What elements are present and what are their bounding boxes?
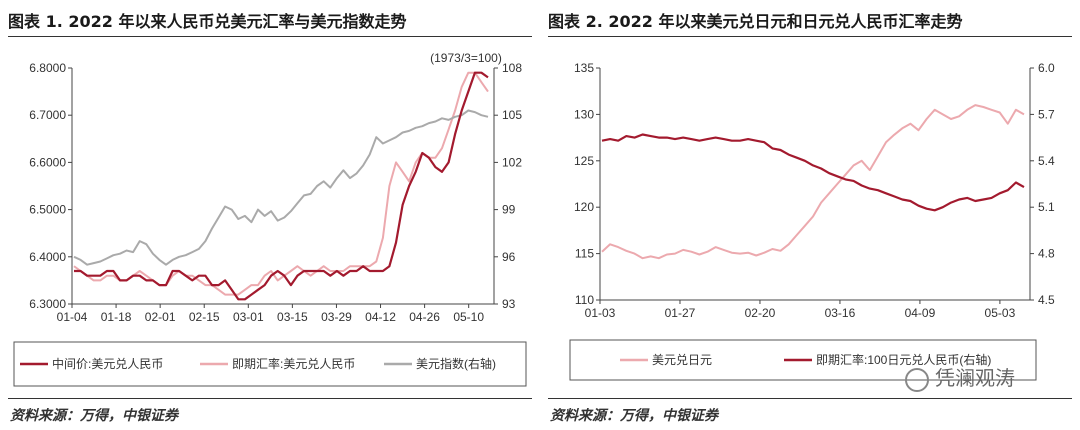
source-rule-right (548, 398, 1072, 399)
left-chart-legend-label: 中间价:美元兑人民币 (52, 356, 163, 371)
left-chart-ytick-right-label: 105 (502, 108, 522, 122)
axis-annotation: (1973/3=100) (430, 51, 502, 65)
left-chart-ytick-right-label: 99 (502, 203, 516, 217)
right-chart-legend-box (569, 339, 1037, 381)
left-chart-xtick-label: 03-15 (277, 310, 308, 324)
left-chart-ytick-left-label: 6.8000 (29, 61, 66, 75)
watermark-text: 凭澜观涛 (935, 366, 1015, 390)
right-chart-series-line-1 (601, 133, 1025, 212)
left-chart-ytick-right-label: 93 (502, 297, 516, 311)
left-chart-xtick-label: 05-10 (453, 310, 484, 324)
right-chart-ytick-left-label: 110 (575, 293, 594, 307)
right-chart-ytick-left-label: 125 (574, 154, 594, 168)
right-chart-ytick-left-label: 120 (574, 200, 594, 214)
source-rule-left (8, 398, 532, 399)
right-chart-legend-label: 即期汇率:100日元兑人民币(右轴) (816, 352, 991, 367)
right-chart-ytick-left-label: 135 (574, 61, 594, 75)
chart-panel-left: 图表 1. 2022 年以来人民币兑美元汇率与美元指数走势 (1973/3=10… (8, 12, 532, 424)
left-chart-ytick-right-label: 108 (502, 61, 522, 75)
left-chart-ytick-left-label: 6.7000 (29, 108, 66, 122)
right-chart-xtick-label: 04-09 (905, 306, 936, 320)
right-chart-ytick-right-label: 6.0 (1038, 61, 1055, 75)
right-chart-ytick-right-label: 5.7 (1038, 107, 1055, 121)
source-right: 资料来源：万得，中银证券 (550, 408, 718, 424)
right-chart-ytick-right-label: 4.5 (1038, 293, 1055, 307)
right-chart-legend-label: 美元兑日元 (652, 353, 712, 367)
right-chart-series-line-0 (601, 104, 1025, 260)
title-rule-left (8, 36, 532, 37)
chart-svg-right: 110 115 120 125 130 135 4.5 4.8 5.1 5.4 5.7 6.0 01-0… (569, 61, 1055, 381)
left-chart-xtick-label: 02-01 (145, 310, 176, 324)
right-chart-ytick-right-label: 5.4 (1038, 154, 1055, 168)
left-chart-xtick-label: 03-29 (321, 310, 352, 324)
watermark: 凭澜观涛 (905, 362, 1015, 392)
left-chart-ytick-left-label: 6.3000 (29, 297, 66, 311)
right-chart-xtick-label: 05-03 (985, 306, 1016, 320)
left-chart-xtick-label: 03-01 (233, 310, 264, 324)
left-chart-ytick-right-label: 102 (502, 155, 522, 169)
left-chart-legend-box (13, 341, 527, 387)
left-chart-ytick-left-label: 6.6000 (29, 155, 66, 169)
right-chart-xtick-label: 01-27 (665, 306, 696, 320)
right-chart-ytick-left-label: 115 (575, 247, 594, 261)
title-rule-right (548, 36, 1072, 37)
left-chart-legend-label: 即期汇率:美元兑人民币 (232, 356, 355, 371)
left-chart-series-line-0 (74, 71, 489, 301)
left-chart-series-line-2 (73, 109, 489, 266)
left-chart-xtick-label: 02-15 (189, 310, 220, 324)
left-chart-xtick-label: 04-12 (365, 310, 396, 324)
right-chart-xtick-label: 03-16 (825, 306, 856, 320)
left-chart-xtick-label: 01-04 (57, 310, 88, 324)
wechat-icon (905, 367, 929, 392)
chart-title-right: 图表 2. 2022 年以来美元兑日元和日元兑人民币汇率走势 (548, 12, 963, 31)
right-chart-ytick-left-label: 130 (574, 107, 594, 121)
left-chart-series-line-1 (73, 71, 489, 296)
left-chart-ytick-right-label: 96 (502, 250, 516, 264)
left-chart-legend-label: 美元指数(右轴) (416, 356, 496, 371)
left-chart-xtick-label: 04-26 (409, 310, 440, 324)
right-chart-ytick-right-label: 4.8 (1038, 247, 1055, 261)
left-chart-xtick-label: 01-18 (101, 310, 132, 324)
left-chart-ytick-left-label: 6.5000 (29, 203, 66, 217)
chart-panel-right: 图表 2. 2022 年以来美元兑日元和日元兑人民币汇率走势 110 115 120… (540, 0, 1080, 430)
left-chart-ytick-left-label: 6.4000 (29, 250, 66, 264)
source-left: 资料来源：万得，中银证券 (10, 408, 178, 424)
right-chart-xtick-label: 02-20 (745, 306, 776, 320)
chart-title-left: 图表 1. 2022 年以来人民币兑美元汇率与美元指数走势 (8, 12, 407, 31)
right-chart-ytick-right-label: 5.1 (1038, 200, 1055, 214)
chart-svg-left: (1973/3=100) 6.3000 6.4000 6.5000 6.6000 6.7… (13, 51, 527, 387)
right-chart-xtick-label: 01-03 (585, 306, 616, 320)
